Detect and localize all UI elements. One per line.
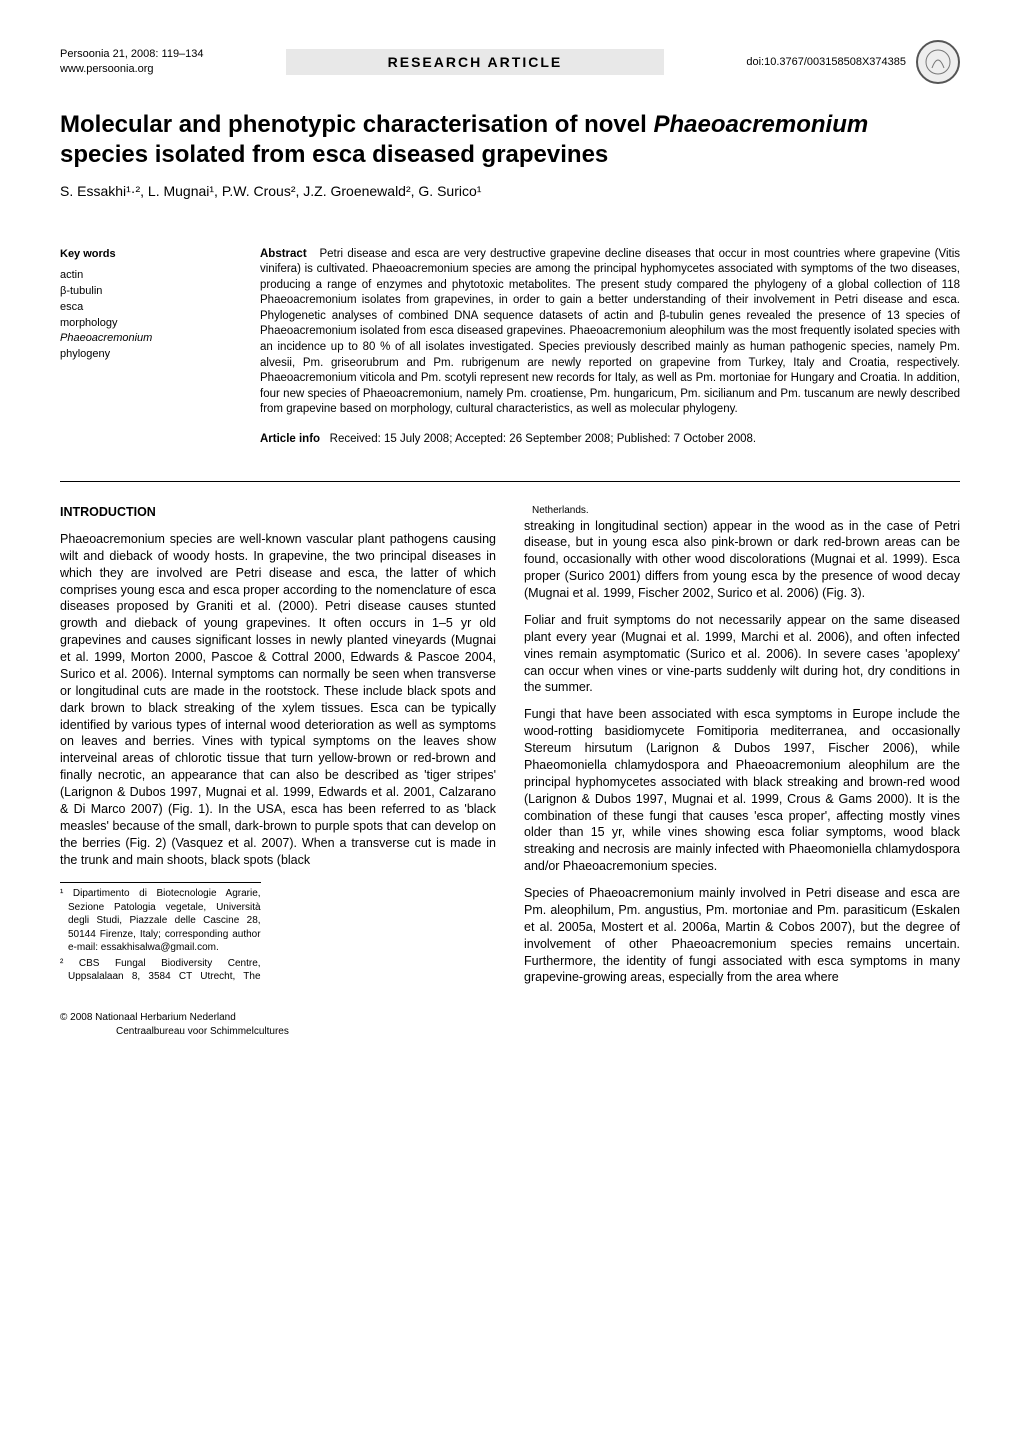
journal-info: Persoonia 21, 2008: 119–134 www.persooni… [60,47,204,77]
body-paragraph: Fungi that have been associated with esc… [524,706,960,875]
body-paragraph: Phaeoacremonium species are well-known v… [60,531,496,869]
title-pre: Molecular and phenotypic characterisatio… [60,111,653,138]
abstract-column: Abstract Petri disease and esca are very… [260,247,960,447]
page-header: Persoonia 21, 2008: 119–134 www.persooni… [60,40,960,84]
body-paragraph: streaking in longitudinal section) appea… [524,518,960,602]
article-info-text: Received: 15 July 2008; Accepted: 26 Sep… [330,433,756,445]
section-heading-introduction: INTRODUCTION [60,504,496,521]
body-paragraph: Foliar and fruit symptoms do not necessa… [524,612,960,696]
abstract-paragraph: Abstract Petri disease and esca are very… [260,247,960,418]
copyright-line: Centraalbureau voor Schimmelcultures [60,1025,960,1039]
body-paragraph: Species of Phaeoacremonium mainly involv… [524,885,960,986]
article-title: Molecular and phenotypic characterisatio… [60,110,960,170]
metadata-block: Key words actin β-tubulin esca morpholog… [60,247,960,447]
journal-website: www.persoonia.org [60,62,204,77]
keyword-item: Phaeoacremonium [60,331,220,347]
title-genus: Phaeoacremonium [653,111,868,138]
footnote-affiliation: ¹ Dipartimento di Biotecnologie Agrarie,… [60,887,261,955]
article-info-label: Article info [260,433,320,445]
keyword-item: β-tubulin [60,284,220,300]
keyword-item: morphology [60,316,220,332]
author-list: S. Essakhi¹·², L. Mugnai¹, P.W. Crous², … [60,182,960,201]
keyword-item: esca [60,300,220,316]
journal-logo-icon [916,40,960,84]
doi-logo-block: doi:10.3767/003158508X374385 [746,40,960,84]
journal-line: Persoonia 21, 2008: 119–134 [60,47,204,62]
doi-text: doi:10.3767/003158508X374385 [746,55,906,70]
copyright-line: © 2008 Nationaal Herbarium Nederland [60,1011,960,1025]
keywords-column: Key words actin β-tubulin esca morpholog… [60,247,220,447]
copyright-block: © 2008 Nationaal Herbarium Nederland Cen… [60,1011,960,1038]
section-divider [60,481,960,482]
keywords-heading: Key words [60,247,220,262]
keyword-item: phylogeny [60,347,220,363]
article-type-bar: RESEARCH ARTICLE [286,49,664,76]
title-post: species isolated from esca diseased grap… [60,141,608,168]
abstract-text: Petri disease and esca are very destruct… [260,248,960,415]
keyword-item: actin [60,268,220,284]
body-two-column: INTRODUCTION Phaeoacremonium species are… [60,504,960,991]
article-info-line: Article info Received: 15 July 2008; Acc… [260,432,960,448]
abstract-label: Abstract [260,248,307,260]
